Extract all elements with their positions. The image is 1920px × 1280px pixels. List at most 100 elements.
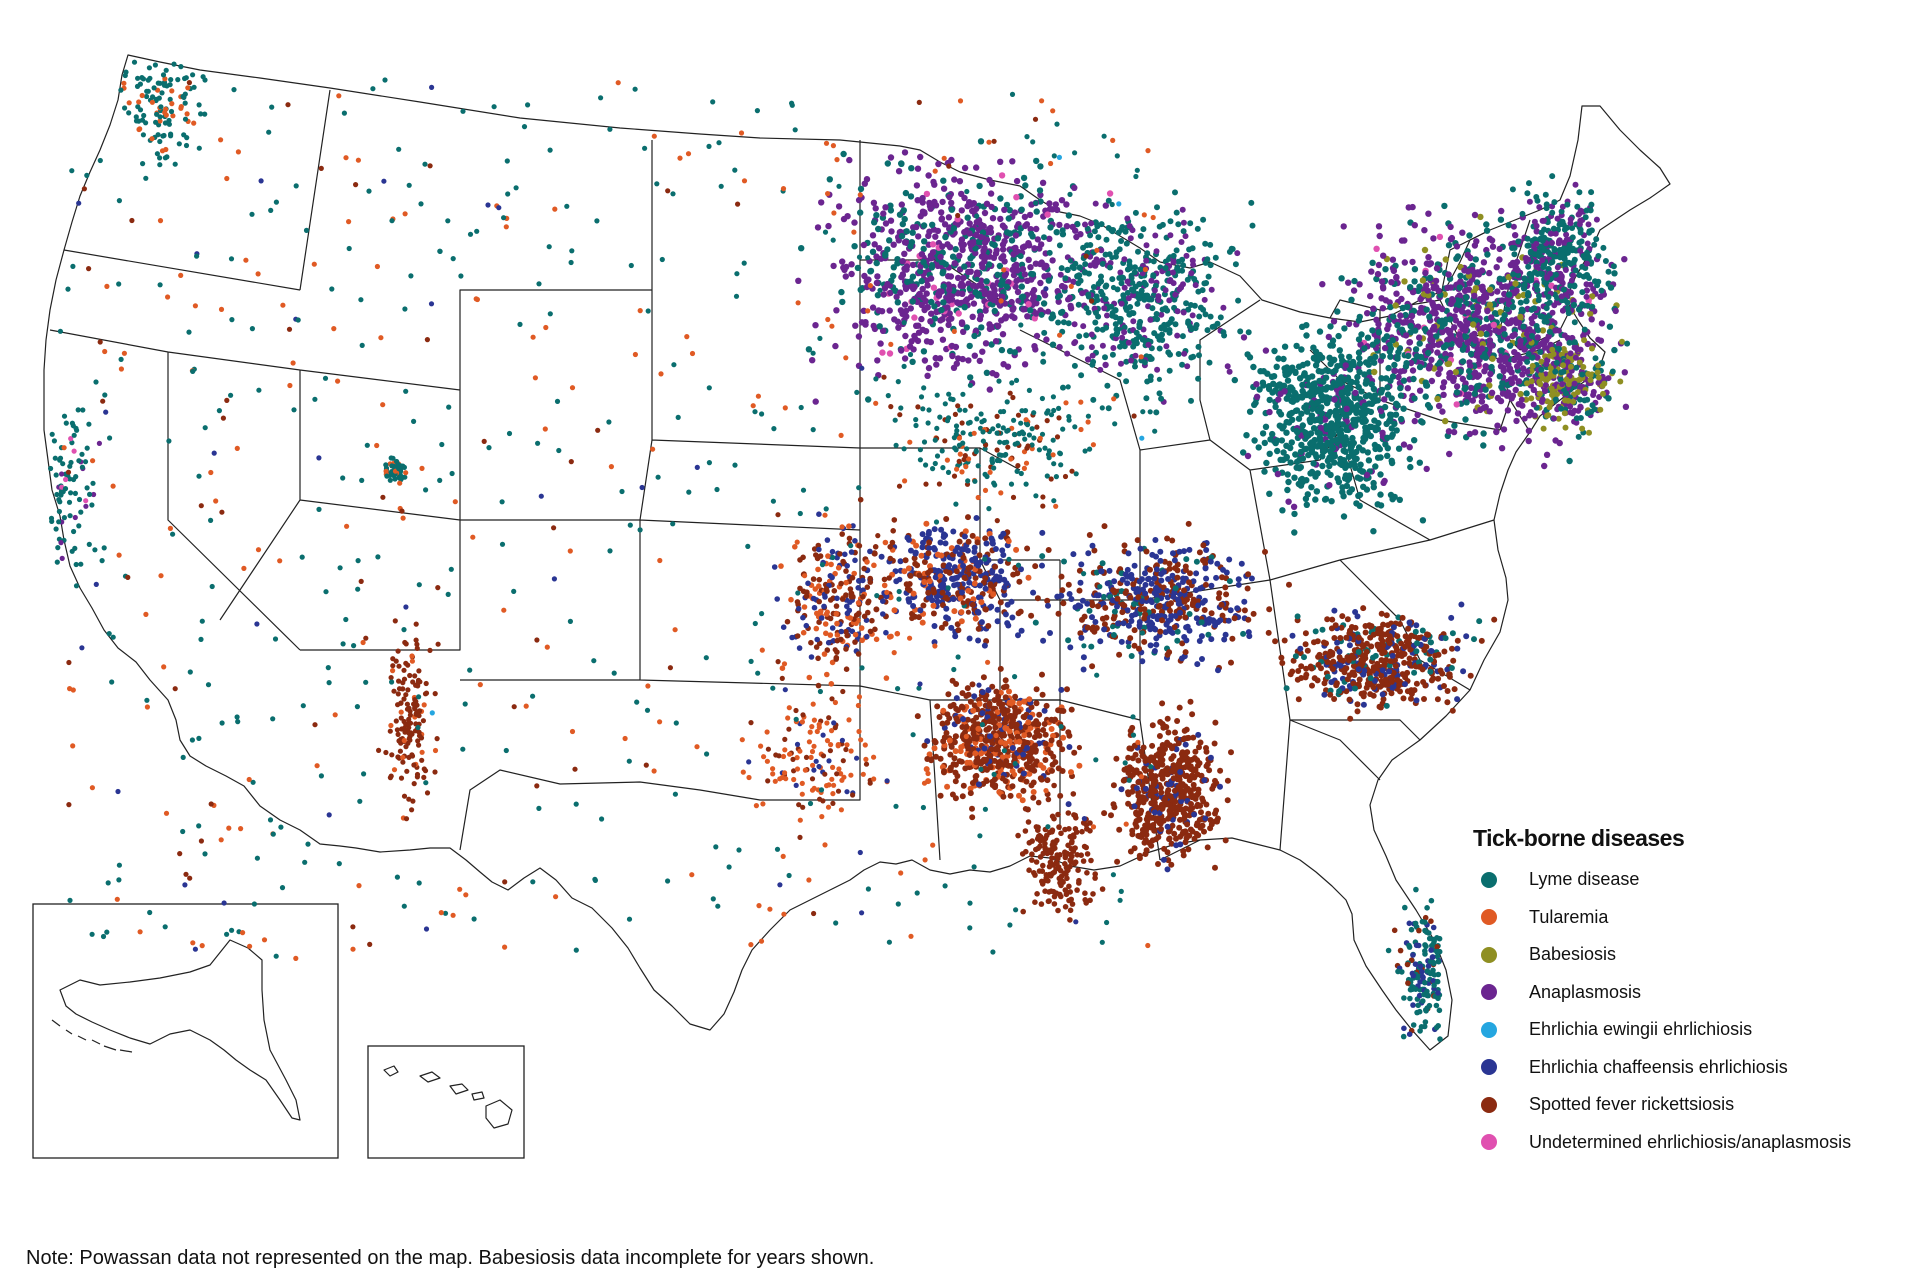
hawaii-islands	[383, 1065, 513, 1129]
case-dot	[1291, 510, 1298, 518]
case-dot	[981, 287, 988, 294]
case-dot	[1220, 304, 1227, 311]
case-dot	[1277, 411, 1285, 418]
case-dot	[931, 181, 938, 188]
case-dot	[1567, 220, 1574, 227]
case-dot	[1137, 233, 1144, 239]
case-dot	[1416, 387, 1424, 394]
case-dot	[890, 241, 897, 248]
case-dot	[1046, 206, 1054, 213]
case-dot	[1441, 202, 1448, 210]
case-dot	[1307, 663, 1314, 670]
case-dot	[1090, 358, 1097, 365]
case-dot	[1156, 345, 1163, 352]
case-dot	[1439, 408, 1446, 415]
case-dot	[1559, 381, 1566, 388]
case-dot	[1370, 305, 1377, 312]
case-dot	[960, 716, 967, 723]
case-dot	[1179, 256, 1186, 263]
case-dot	[1312, 451, 1319, 458]
case-dot	[1384, 384, 1391, 391]
case-dot	[1166, 278, 1173, 285]
case-dot	[1536, 390, 1543, 397]
case-dot	[1008, 298, 1015, 306]
case-dot	[991, 307, 998, 315]
case-dot	[860, 307, 867, 314]
case-dot	[1134, 300, 1141, 307]
case-dot	[1568, 277, 1575, 284]
alaska-islands	[51, 1019, 133, 1053]
case-dot	[1599, 383, 1606, 389]
case-dot	[1003, 229, 1011, 236]
case-dot	[1367, 432, 1375, 440]
case-dot	[851, 243, 858, 250]
case-dot	[997, 281, 1005, 288]
case-dot	[1133, 336, 1140, 343]
case-dot	[1547, 373, 1554, 380]
case-dot	[1545, 294, 1552, 300]
case-dot	[1471, 242, 1479, 249]
case-dot	[892, 287, 899, 294]
case-dot	[1379, 305, 1387, 312]
case-dot	[937, 792, 944, 799]
case-dot	[1445, 242, 1453, 249]
case-dot	[1417, 296, 1424, 303]
case-dot	[1290, 503, 1298, 510]
case-dot	[980, 756, 987, 763]
case-dot	[1369, 667, 1376, 674]
case-dot	[1484, 251, 1491, 258]
case-dot	[1309, 373, 1316, 380]
case-dot	[906, 343, 914, 350]
case-dot	[994, 271, 1001, 278]
case-dot	[945, 691, 952, 698]
case-dot	[1547, 251, 1553, 257]
case-dot	[1502, 354, 1509, 361]
case-dot	[1565, 381, 1572, 388]
case-dot	[1011, 244, 1019, 252]
case-dot	[1153, 311, 1160, 317]
case-dot	[1331, 607, 1338, 614]
case-dot	[1302, 674, 1309, 681]
case-dot	[1572, 267, 1579, 274]
case-dot	[1145, 341, 1152, 348]
case-dot	[879, 327, 887, 334]
case-dot	[1400, 319, 1407, 326]
case-dot	[1379, 667, 1386, 674]
case-dot	[1275, 396, 1282, 403]
case-dot	[1197, 304, 1204, 311]
case-dot	[1395, 445, 1403, 452]
case-dot	[857, 185, 865, 193]
case-dot	[1430, 323, 1438, 331]
case-dot	[995, 693, 1002, 700]
case-dot	[1175, 267, 1182, 274]
case-dot	[1374, 270, 1382, 278]
case-dot	[1124, 278, 1131, 285]
case-dot	[870, 199, 878, 206]
case-dot	[928, 264, 936, 271]
case-dot	[887, 207, 895, 214]
case-dot	[1091, 259, 1098, 266]
case-dot	[1346, 642, 1353, 649]
case-dot	[1467, 672, 1474, 679]
case-dot	[1571, 380, 1578, 387]
case-dot	[1414, 640, 1420, 647]
case-dot	[992, 724, 999, 731]
case-dot	[1303, 477, 1310, 484]
case-dot	[969, 681, 976, 688]
case-dot	[946, 193, 953, 201]
case-dot	[973, 714, 980, 721]
case-dot	[1076, 762, 1083, 769]
case-dot	[963, 324, 970, 331]
case-dot	[913, 223, 920, 231]
case-dot	[1508, 317, 1516, 324]
case-dot	[1586, 275, 1592, 281]
case-dot	[1589, 345, 1595, 352]
case-dot	[1576, 221, 1583, 228]
case-dot	[1303, 445, 1310, 452]
case-dot	[1080, 244, 1087, 251]
case-dot	[979, 710, 986, 717]
case-dot	[1594, 369, 1601, 376]
case-dot	[991, 757, 998, 764]
case-dot	[1326, 462, 1333, 470]
case-dot	[887, 217, 895, 224]
